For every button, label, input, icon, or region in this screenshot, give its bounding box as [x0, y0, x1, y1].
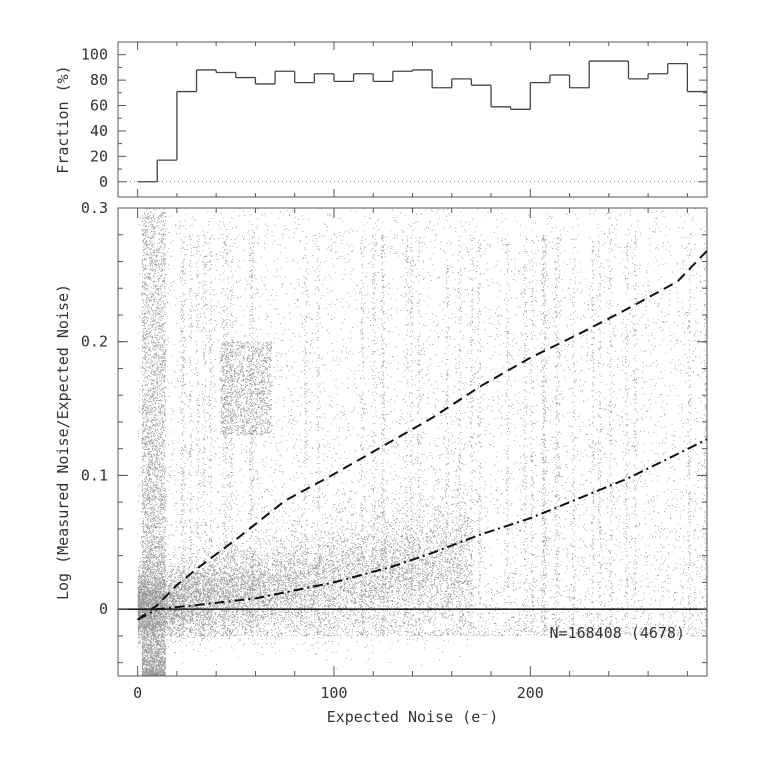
- histogram-bin: [451, 78, 472, 88]
- histogram-bin: [176, 90, 197, 161]
- sample-count-annotation: N=168408 (4678): [550, 624, 685, 642]
- histogram-bin: [529, 82, 550, 110]
- scatter-y-tick-label: 0.2: [81, 333, 108, 351]
- histogram-bin: [510, 106, 531, 110]
- histogram-y-tick-label: 60: [90, 97, 108, 115]
- scatter-y-tick-label: 0.3: [81, 199, 108, 217]
- histogram-bin: [313, 73, 334, 83]
- scatter-x-axis-title: Expected Noise (e⁻): [327, 708, 499, 726]
- dashed-curve: [137, 250, 708, 621]
- histogram-y-axis-title: Fraction (%): [54, 65, 72, 173]
- scatter-y-tick-label: 0: [99, 600, 108, 618]
- fraction-histogram-panel: 0 20 40 60 80 100 Fraction (%): [54, 41, 708, 198]
- histogram-y-tick-label: 20: [90, 147, 108, 165]
- scatter-points-layer: [137, 207, 708, 677]
- histogram-y-tick-label: 80: [90, 71, 108, 89]
- histogram-bin: [411, 69, 433, 72]
- scatter-y-tick-label: 0.1: [81, 466, 108, 484]
- histogram-frame: [117, 41, 708, 198]
- scatter-x-tick-label: 100: [320, 684, 347, 702]
- noise-scatter-panel: 0 0.1 0.2 0.3 0 100 200 N=168408 (4678) Expected…: [54, 199, 708, 726]
- histogram-bin: [686, 63, 707, 93]
- histogram-bin: [470, 78, 492, 86]
- histogram-y-tick-label: 100: [81, 46, 108, 64]
- scatter-x-tick-label: 200: [517, 684, 544, 702]
- histogram-bin: [568, 75, 590, 89]
- histogram-bin: [156, 159, 177, 182]
- histogram-bin: [294, 71, 315, 84]
- histogram-bin: [588, 60, 609, 88]
- histogram-bin: [274, 70, 295, 84]
- histogram-bin: [235, 72, 256, 79]
- histogram-bin: [372, 73, 393, 83]
- histogram-bin: [215, 69, 236, 74]
- histogram-bin: [431, 69, 452, 89]
- histogram-y-tick-label: 40: [90, 122, 108, 140]
- histogram-y-tick-label: 0: [99, 173, 108, 191]
- scatter-y-axis-title: Log (Measured Noise/Expected Noise): [54, 284, 72, 600]
- histogram-bin: [490, 85, 511, 108]
- scatter-point-cloud: [137, 207, 708, 677]
- dash-dot-curve: [137, 438, 708, 621]
- histogram-bin: [195, 69, 217, 92]
- scatter-x-tick-label: 0: [133, 684, 142, 702]
- histogram-bin: [647, 73, 668, 79]
- histogram-bin: [352, 73, 374, 82]
- scatter-frame: [117, 207, 708, 677]
- histogram-bin: [627, 61, 649, 80]
- histogram-bin: [667, 62, 688, 74]
- histogram-bin: [549, 74, 570, 83]
- histogram-bin: [392, 70, 413, 82]
- histogram-bin: [254, 77, 276, 85]
- histogram-bin: [333, 73, 354, 83]
